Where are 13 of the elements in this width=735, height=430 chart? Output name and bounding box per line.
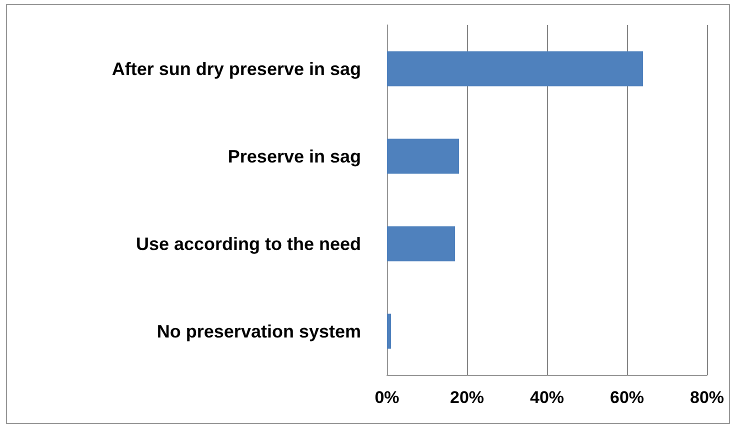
x-tick-label: 60%: [610, 388, 644, 407]
bar: [387, 226, 455, 262]
y-tick-label: Use according to the need: [136, 234, 361, 254]
bar: [387, 314, 391, 349]
y-tick-label: No preservation system: [156, 321, 361, 342]
bar: [387, 138, 459, 174]
x-tick-label: 40%: [530, 388, 564, 407]
x-tick-label: 80%: [690, 388, 724, 407]
x-tick-label: 20%: [450, 388, 484, 407]
y-tick-label: After sun dry preserve in sag: [112, 58, 361, 79]
y-tick-label: Preserve in sag: [228, 146, 361, 166]
bar: [387, 51, 643, 86]
x-tick-label: 0%: [374, 388, 400, 407]
